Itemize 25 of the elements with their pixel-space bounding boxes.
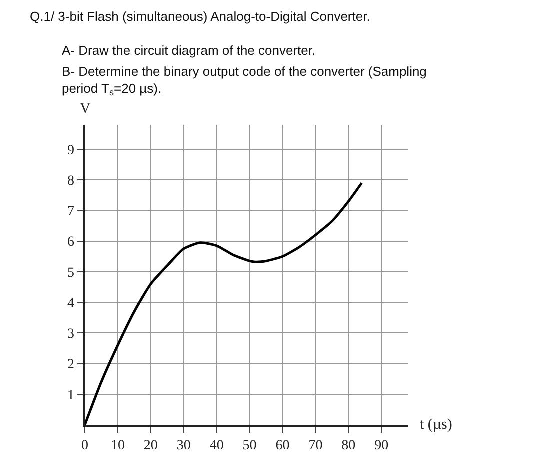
chart-title: Q.1/ 3-bit Flash (simultaneous) Analog-to-Digital Converter. xyxy=(30,9,370,24)
x-tick-label: 30 xyxy=(176,438,191,454)
line-series xyxy=(85,182,364,425)
y-tick-label: 6 xyxy=(67,235,74,250)
text: A- Draw the circuit diagram of the converter. xyxy=(62,43,316,58)
x-axis-title: t (µs) xyxy=(420,417,452,433)
y-tick-label: 5 xyxy=(67,266,74,281)
x-tick-label: 50 xyxy=(242,438,257,454)
x-tick-label: 10 xyxy=(110,438,125,454)
x-tick-label: 80 xyxy=(342,438,356,454)
y-tick-label: 2 xyxy=(67,358,74,373)
x-tick-label: 60 xyxy=(276,438,290,454)
y-tick-label: 1 xyxy=(67,388,74,404)
x-tick-label: 40 xyxy=(210,438,224,454)
x-tick-label: 0 xyxy=(82,438,88,454)
text: B- Determine the binary output code of the converter (Sampling period T$_{s}$=20 µs). xyxy=(62,64,427,98)
y-tick-label: 3 xyxy=(67,327,74,342)
y-tick-label: 4 xyxy=(67,296,74,312)
y-tick-label: 8 xyxy=(67,174,74,189)
x-tick-label: 20 xyxy=(144,438,158,454)
y-tick-label: 9 xyxy=(67,143,74,158)
x-tick-label: 70 xyxy=(308,438,323,454)
y-tick-label: 7 xyxy=(67,204,74,220)
y-axis-title: V xyxy=(80,101,91,117)
x-tick-label: 90 xyxy=(374,438,389,454)
